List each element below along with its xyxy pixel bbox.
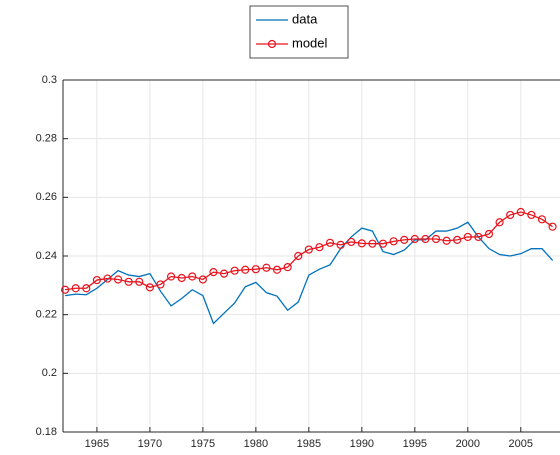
x-tick-label: 1980 (244, 438, 268, 450)
legend-marker (267, 39, 277, 49)
y-tick-label: 0.18 (36, 426, 57, 438)
legend-box (249, 5, 349, 59)
point (251, 265, 260, 274)
point (198, 275, 207, 284)
point (527, 210, 536, 220)
point (103, 274, 112, 283)
point (315, 243, 324, 252)
point (463, 232, 472, 242)
x-tick-label: 1965 (85, 438, 109, 450)
point (453, 235, 462, 244)
point (166, 272, 176, 281)
point (336, 240, 345, 249)
point (61, 285, 70, 294)
point (378, 239, 388, 248)
point (357, 239, 366, 248)
point (262, 263, 271, 272)
point (188, 272, 197, 281)
point (114, 275, 123, 284)
point (283, 263, 292, 272)
point (124, 277, 133, 286)
point (495, 218, 504, 227)
point (92, 275, 102, 285)
point (506, 210, 515, 220)
y-tick-label: 0.2 (42, 367, 57, 379)
point (431, 234, 441, 244)
point (410, 234, 419, 244)
point (516, 207, 525, 217)
point (347, 237, 356, 247)
point (325, 238, 335, 247)
series-line (65, 221, 554, 325)
x-tick-label: 1990 (350, 438, 374, 450)
point (294, 251, 303, 261)
x-tick-label: 2000 (456, 438, 480, 450)
y-tick-label: 0.26 (36, 191, 57, 203)
point (421, 234, 430, 244)
point (304, 245, 313, 254)
point (219, 269, 229, 278)
point (400, 235, 409, 244)
point (272, 265, 282, 274)
y-tick-label: 0.22 (36, 309, 57, 321)
point (82, 284, 91, 293)
point (537, 215, 547, 224)
point (484, 229, 494, 239)
point (474, 232, 483, 242)
legend-label: model (292, 35, 328, 50)
x-tick-label: 1995 (403, 438, 427, 450)
x-tick-label: 1970 (138, 438, 162, 450)
point (135, 277, 144, 286)
x-tick-label: 1985 (297, 438, 321, 450)
x-tick-label: 1975 (191, 438, 215, 450)
point (368, 239, 377, 248)
x-tick-label: 2005 (509, 438, 533, 450)
point (156, 280, 165, 289)
legend: data model (249, 5, 349, 59)
y-tick-label: 0.24 (36, 250, 57, 262)
point (209, 268, 218, 277)
point (177, 273, 186, 283)
point (442, 236, 451, 245)
point (389, 237, 398, 246)
point (71, 284, 80, 293)
point (230, 266, 239, 275)
point (548, 222, 557, 231)
legend-label: data (292, 11, 318, 26)
y-tick-label: 0.3 (42, 74, 57, 86)
point (241, 265, 250, 274)
point (145, 283, 154, 292)
y-tick-label: 0.28 (36, 133, 57, 145)
